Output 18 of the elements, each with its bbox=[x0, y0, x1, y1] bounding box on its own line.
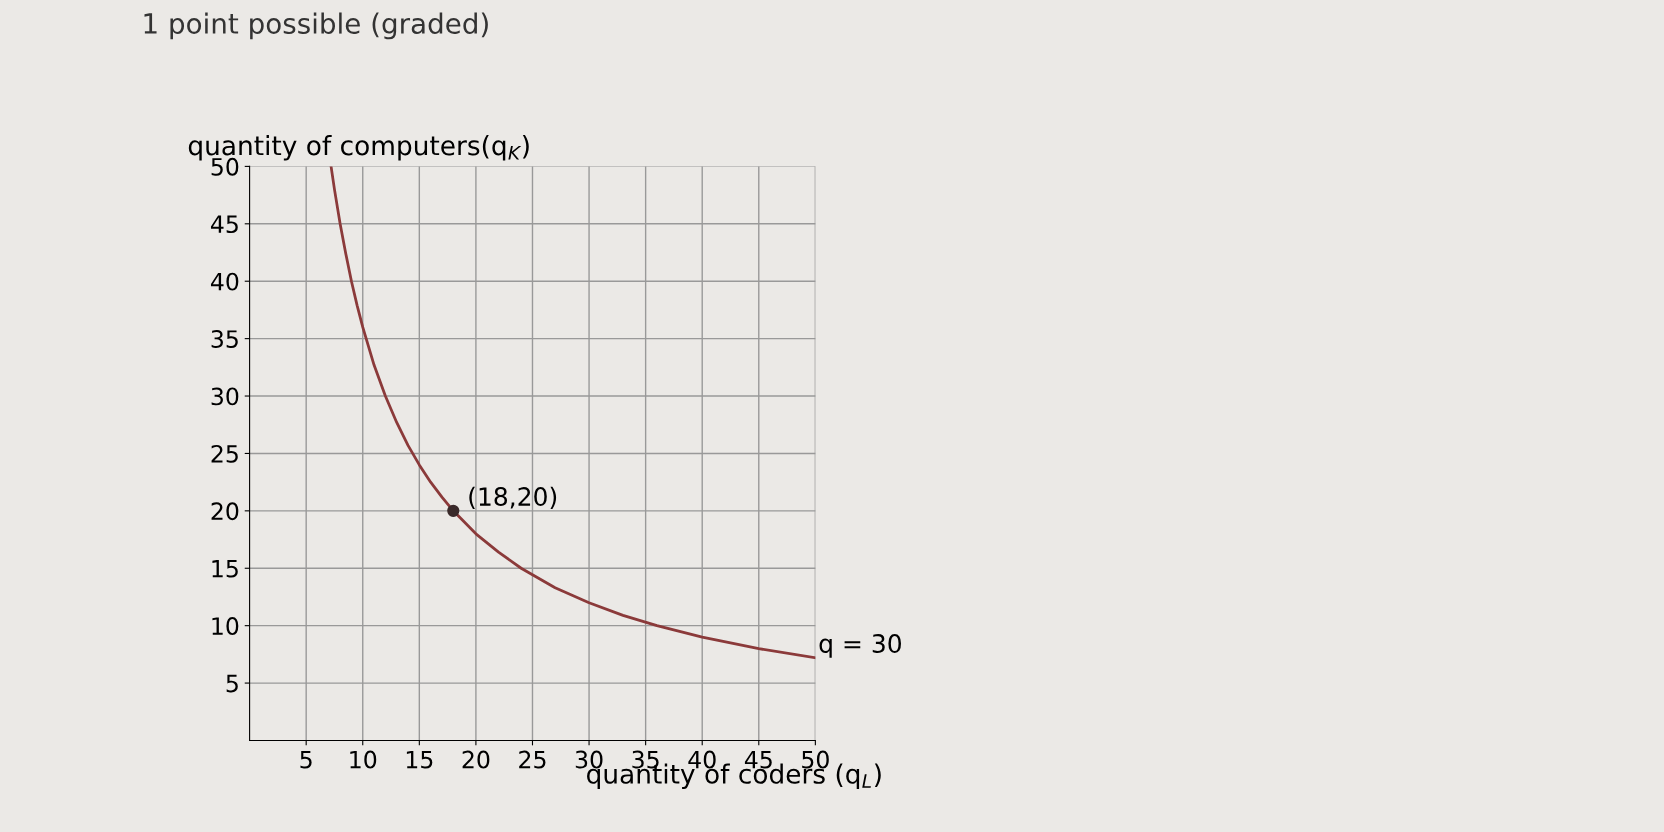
x-tick-label: 20 bbox=[462, 750, 490, 769]
y-tick-label: 40 bbox=[210, 272, 239, 291]
y-tick-label: 45 bbox=[210, 215, 238, 234]
y-tick-label: 5 bbox=[226, 674, 238, 693]
x-tick-label: 10 bbox=[350, 750, 377, 769]
chart-title: 1 point possible (graded) bbox=[144, 12, 488, 40]
y-tick-label: 15 bbox=[212, 560, 238, 578]
x-tick-label: 5 bbox=[300, 750, 312, 769]
annotation: (18,20) bbox=[469, 486, 557, 509]
line-series bbox=[329, 166, 816, 660]
y-tick-label: 30 bbox=[211, 387, 239, 406]
y-tick-label: 35 bbox=[211, 330, 238, 348]
x-tick-label: 25 bbox=[519, 750, 546, 769]
x-tick-label: 15 bbox=[406, 750, 433, 769]
annotation: q = 30 bbox=[819, 634, 901, 658]
y-tick-label: 20 bbox=[211, 502, 239, 521]
y-tick-label: 25 bbox=[211, 444, 238, 463]
y-tick-label: 10 bbox=[212, 617, 239, 635]
